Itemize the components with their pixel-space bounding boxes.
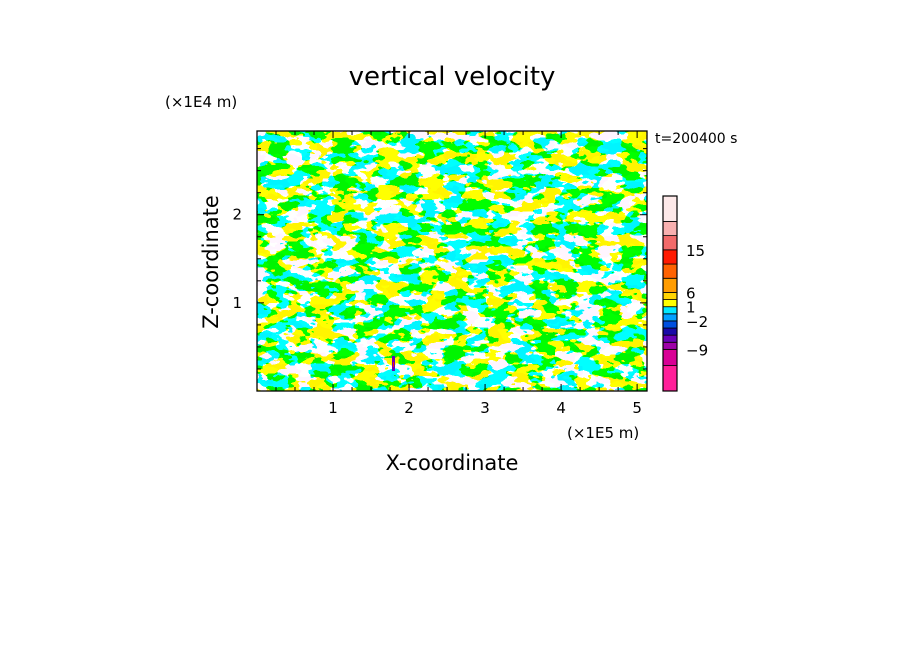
colorbar-band [662, 292, 678, 300]
y-axis-unit: (×1E4 m) [165, 93, 237, 111]
colorbar-label: 6 [686, 284, 696, 302]
x-tick-label: 1 [328, 399, 338, 417]
colorbar-band [662, 263, 678, 279]
colorbar-band [662, 299, 678, 308]
field-pattern [257, 131, 647, 391]
colorbar-band [662, 220, 678, 237]
colorbar-band [662, 320, 678, 329]
colorbar-frame [662, 195, 678, 392]
colorbar-band [662, 327, 678, 336]
field-extreme-positive-spot [393, 362, 394, 367]
colorbar-band [662, 348, 678, 367]
x-tick-label: 5 [632, 399, 642, 417]
colorbar-labels: 15 61−2 −9 [686, 242, 708, 360]
x-axis-ticks: 1 2 3 4 5 [275, 131, 642, 417]
colorbar-band [662, 365, 678, 392]
colorbar-label: −2 [686, 313, 708, 331]
colorbar-band [662, 277, 678, 293]
x-axis-label: X-coordinate [386, 451, 519, 475]
x-tick-label: 3 [480, 399, 490, 417]
y-axis-ticks: 12 [232, 148, 647, 370]
colorbar-label: −9 [686, 341, 708, 359]
time-label: t=200400 s [655, 131, 737, 147]
colorbar-label: 15 [686, 242, 705, 260]
y-tick-label: 2 [232, 206, 242, 224]
chart-title: vertical velocity [349, 62, 556, 92]
colorbar-band [662, 313, 678, 322]
y-axis-label: Z-coordinate [199, 195, 223, 329]
y-tick-label: 1 [232, 294, 242, 312]
x-tick-label: 4 [556, 399, 566, 417]
colorbar-band [662, 195, 678, 222]
x-axis-unit: (×1E5 m) [567, 424, 639, 442]
colorbar-band [662, 235, 678, 251]
x-tick-label: 2 [404, 399, 414, 417]
colorbar-band [662, 341, 678, 350]
colorbar-label: 1 [686, 299, 696, 317]
field-plot [257, 131, 647, 391]
plot-frame [256, 130, 648, 392]
colorbar-band [662, 249, 678, 265]
colorbar-band [662, 334, 678, 343]
colorbar [662, 195, 678, 392]
colorbar-band [662, 306, 678, 315]
